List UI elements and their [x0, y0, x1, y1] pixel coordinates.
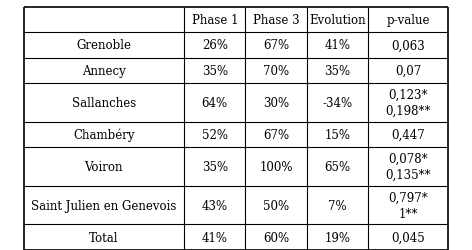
Text: Sallanches: Sallanches	[72, 97, 136, 110]
Text: 7%: 7%	[328, 199, 347, 212]
Text: 41%: 41%	[324, 39, 351, 52]
Text: 26%: 26%	[202, 39, 228, 52]
Text: 0,797*
1**: 0,797* 1**	[388, 191, 428, 220]
Text: 43%: 43%	[202, 199, 228, 212]
Text: 35%: 35%	[202, 65, 228, 78]
Text: 100%: 100%	[260, 160, 293, 173]
Text: 0,063: 0,063	[391, 39, 425, 52]
Text: Phase 3: Phase 3	[253, 14, 299, 27]
Text: 67%: 67%	[263, 129, 289, 141]
Text: Saint Julien en Genevois: Saint Julien en Genevois	[31, 199, 177, 212]
Text: 60%: 60%	[263, 231, 289, 244]
Text: 35%: 35%	[202, 160, 228, 173]
Text: Grenoble: Grenoble	[76, 39, 131, 52]
Text: 64%: 64%	[202, 97, 228, 110]
Text: Voiron: Voiron	[84, 160, 123, 173]
Text: p-value: p-value	[387, 14, 430, 27]
Text: Evolution: Evolution	[309, 14, 366, 27]
Text: 52%: 52%	[202, 129, 228, 141]
Text: 0,078*
0,135**: 0,078* 0,135**	[386, 152, 431, 182]
Text: Annecy: Annecy	[82, 65, 126, 78]
Text: 67%: 67%	[263, 39, 289, 52]
Text: 0,045: 0,045	[391, 231, 425, 244]
Text: 50%: 50%	[263, 199, 289, 212]
Text: 30%: 30%	[263, 97, 289, 110]
Text: 15%: 15%	[324, 129, 351, 141]
Text: 0,07: 0,07	[395, 65, 421, 78]
Text: Chambéry: Chambéry	[73, 128, 135, 142]
Text: 70%: 70%	[263, 65, 289, 78]
Text: 65%: 65%	[324, 160, 351, 173]
Text: 41%: 41%	[202, 231, 228, 244]
Text: Phase 1: Phase 1	[192, 14, 238, 27]
Text: 19%: 19%	[324, 231, 351, 244]
Text: 35%: 35%	[324, 65, 351, 78]
Text: -34%: -34%	[322, 97, 353, 110]
Text: 0,123*
0,198**: 0,123* 0,198**	[386, 89, 431, 118]
Text: 0,447: 0,447	[391, 129, 425, 141]
Text: Total: Total	[89, 231, 118, 244]
